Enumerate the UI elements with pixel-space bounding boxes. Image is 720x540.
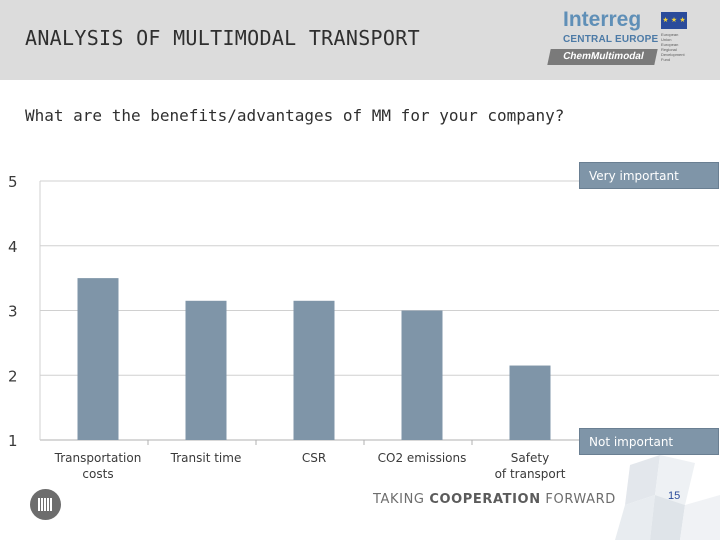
y-tick-label: 4 [8,238,18,256]
y-tick-label: 2 [8,367,18,385]
x-tick-label: Transportation [54,451,142,465]
legend-not-important: Not important [579,428,719,455]
x-tick-label: Transit time [170,451,242,465]
logo-eu-text: European Union European Regional Develop… [661,32,685,62]
bar-chart: 1 2 3 4 5 Transportation costs Transit time CSR C… [8,173,719,481]
x-tick-label: Safety [511,451,549,465]
footer-tagline: TAKING COOPERATION FORWARD [373,492,616,507]
question-text: What are the benefits/advantages of MM f… [25,106,565,125]
project-badge: ChemMultimodal [547,49,658,65]
logo-program: CENTRAL EUROPE [563,34,659,45]
tagline-pre: TAKING [373,492,430,507]
page-title: ANALYSIS OF MULTIMODAL TRANSPORT [25,26,420,50]
decorative-shapes-icon [615,455,720,540]
page-number: 15 [668,490,681,502]
legend-very-important: Very important [579,162,719,189]
y-tick-label: 1 [8,432,18,450]
bar [509,365,551,440]
y-tick-label: 3 [8,303,18,321]
bar [293,300,335,440]
x-tick-label: of transport [495,467,566,481]
tagline-post: FORWARD [540,492,616,507]
tagline-bold: COOPERATION [429,492,541,507]
header-bar: ANALYSIS OF MULTIMODAL TRANSPORT Interre… [0,0,720,80]
x-tick-label: costs [82,467,113,481]
eu-flag-icon: ★ ★ ★ [661,12,687,29]
bar [185,300,227,440]
y-tick-label: 5 [8,173,18,191]
program-icon [30,489,61,520]
x-tick-label: CO2 emissions [378,451,467,465]
x-tick-label: CSR [302,451,326,465]
logo-brand: Interreg [563,8,642,31]
interreg-logo: Interreg ★ ★ ★ CENTRAL EUROPE European U… [543,6,693,70]
bar [77,278,119,440]
bar [401,310,443,440]
